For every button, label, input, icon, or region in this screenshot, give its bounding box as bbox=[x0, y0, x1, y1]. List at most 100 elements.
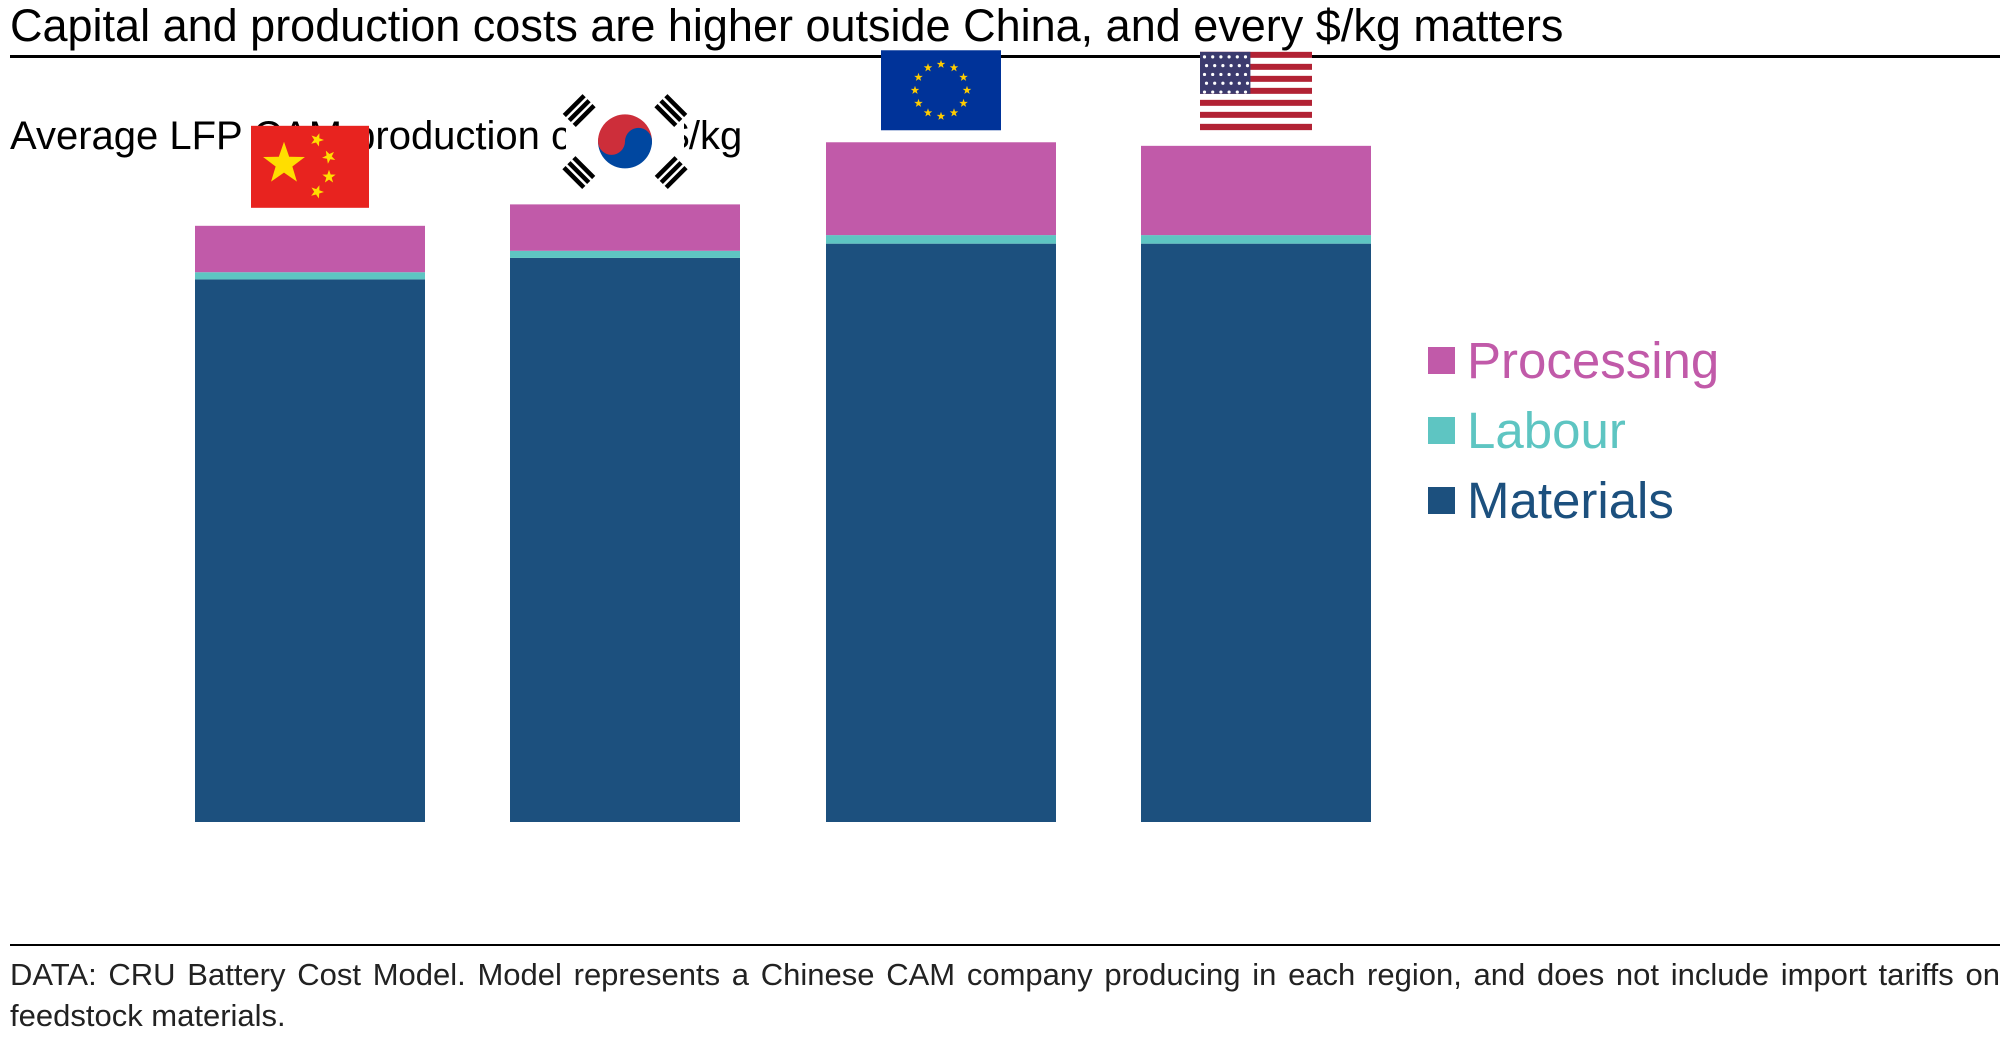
legend-label-materials: Materials bbox=[1467, 472, 1674, 529]
us-flag-star bbox=[1213, 64, 1217, 68]
korea-taegeuk-blue-lobe bbox=[625, 127, 652, 155]
bar-stack-2 bbox=[510, 204, 740, 822]
china-flag-big-star bbox=[263, 141, 305, 182]
china-flag-icon bbox=[251, 125, 369, 208]
us-flag-star bbox=[1245, 64, 1250, 68]
us-flag-star bbox=[1211, 55, 1215, 59]
korea-trigram-bar bbox=[567, 99, 591, 123]
us-flag-stripe bbox=[1200, 51, 1312, 59]
eu-flag-star-6 bbox=[949, 108, 959, 117]
china-flag-small-star-2 bbox=[322, 150, 336, 164]
china-flag-small-star-4 bbox=[311, 185, 324, 199]
us-flag-star bbox=[1227, 90, 1231, 94]
eu-flag-star-1 bbox=[936, 59, 946, 68]
us-flag-star bbox=[1245, 81, 1250, 85]
eu-flag-star-11 bbox=[914, 72, 923, 81]
us-flag-star bbox=[1235, 72, 1239, 77]
bar-labour-4 bbox=[1141, 235, 1371, 244]
china-flag-field bbox=[251, 125, 369, 208]
korea-trigram-1 bbox=[562, 94, 596, 128]
eu-flag-star-12 bbox=[923, 63, 933, 72]
us-flag-star bbox=[1221, 81, 1225, 85]
us-flag-stripe bbox=[1200, 117, 1312, 125]
korea-trigram-bar bbox=[654, 156, 678, 180]
eu-flag-star-2 bbox=[949, 63, 959, 72]
us-flag-icon bbox=[1200, 51, 1312, 131]
page-title: Capital and production costs are higher … bbox=[10, 0, 2000, 58]
eu-flag-star-10 bbox=[910, 85, 920, 94]
us-flag-star bbox=[1229, 81, 1233, 85]
legend-label-processing: Processing bbox=[1467, 332, 1719, 389]
us-flag-star bbox=[1213, 81, 1217, 85]
china-flag-small-star-3 bbox=[322, 169, 336, 183]
bar-labour-3 bbox=[826, 235, 1056, 244]
bar-processing-2 bbox=[510, 204, 740, 251]
south-korea-flag-icon bbox=[562, 94, 688, 190]
korea-trigram-bar bbox=[659, 99, 683, 123]
bar-labour-1 bbox=[195, 272, 425, 280]
us-flag-star bbox=[1229, 64, 1233, 68]
us-flag-star bbox=[1227, 72, 1231, 77]
us-flag-stripe bbox=[1200, 99, 1312, 107]
us-flag-stripe bbox=[1200, 81, 1312, 89]
us-flag-star bbox=[1235, 55, 1239, 59]
legend-swatch-materials bbox=[1428, 487, 1455, 514]
us-flag-stripe bbox=[1200, 75, 1312, 83]
us-flag-star bbox=[1219, 90, 1223, 94]
korea-trigram-bar bbox=[562, 166, 586, 190]
eu-flag-star-4 bbox=[962, 85, 972, 94]
bar-processing-1 bbox=[195, 225, 425, 273]
korea-trigram-3 bbox=[562, 156, 596, 190]
us-flag-stripe bbox=[1200, 123, 1312, 131]
us-flag-star bbox=[1219, 72, 1223, 77]
korea-trigram-bar bbox=[567, 161, 591, 185]
us-flag-stripe bbox=[1200, 63, 1312, 71]
korea-trigram-bar bbox=[654, 104, 678, 128]
us-flag-star bbox=[1202, 55, 1207, 59]
korea-trigram-bar bbox=[664, 94, 688, 118]
legend-item-labour: Labour bbox=[1428, 402, 1626, 459]
korea-taegeuk-red-lobe bbox=[598, 127, 625, 155]
us-flag-stripe bbox=[1200, 105, 1312, 113]
us-flag-star bbox=[1243, 55, 1248, 59]
legend: Processing Labour Materials bbox=[1428, 332, 1719, 529]
us-flag-star bbox=[1243, 72, 1248, 77]
us-flag-stripe bbox=[1200, 57, 1312, 65]
us-flag-star bbox=[1211, 90, 1215, 94]
bar-materials-4 bbox=[1141, 243, 1371, 822]
eu-flag-star-5 bbox=[959, 98, 968, 107]
legend-swatch-labour bbox=[1428, 417, 1455, 444]
us-flag-stripe bbox=[1200, 87, 1312, 95]
bar-labour-2 bbox=[510, 250, 740, 258]
us-flag-star bbox=[1237, 64, 1241, 68]
us-flag-star bbox=[1211, 72, 1215, 77]
korea-trigram-2 bbox=[654, 94, 688, 128]
bar-processing-3 bbox=[826, 142, 1056, 236]
korea-trigram-4 bbox=[654, 156, 688, 190]
legend-item-processing: Processing bbox=[1428, 332, 1719, 389]
us-flag-star bbox=[1202, 90, 1207, 94]
bar-stack-4 bbox=[1141, 145, 1371, 822]
us-flag-star bbox=[1221, 64, 1225, 68]
us-flag-stripe bbox=[1200, 69, 1312, 77]
flags-group bbox=[251, 50, 1312, 208]
us-flag-canton bbox=[1200, 51, 1251, 94]
stacked-bar-chart: Processing Labour Materials bbox=[195, 50, 1719, 822]
bar-processing-4 bbox=[1141, 145, 1371, 236]
eu-flag-star-7 bbox=[936, 111, 946, 120]
bar-materials-1 bbox=[195, 279, 425, 822]
eu-flag-icon bbox=[881, 50, 1001, 131]
korea-trigram-bar bbox=[659, 161, 683, 185]
eu-flag-star-3 bbox=[959, 72, 968, 81]
us-flag-stripe bbox=[1200, 111, 1312, 119]
bar-materials-2 bbox=[510, 257, 740, 822]
bars-group bbox=[195, 142, 1371, 822]
us-flag-star bbox=[1204, 81, 1209, 85]
us-flag-star bbox=[1235, 90, 1239, 94]
us-flag-star bbox=[1202, 72, 1207, 77]
legend-item-materials: Materials bbox=[1428, 472, 1674, 529]
us-flag-star bbox=[1237, 81, 1241, 85]
us-flag-stripe bbox=[1200, 93, 1312, 101]
bar-stack-1 bbox=[195, 225, 425, 822]
korea-trigram-bar bbox=[572, 156, 596, 180]
